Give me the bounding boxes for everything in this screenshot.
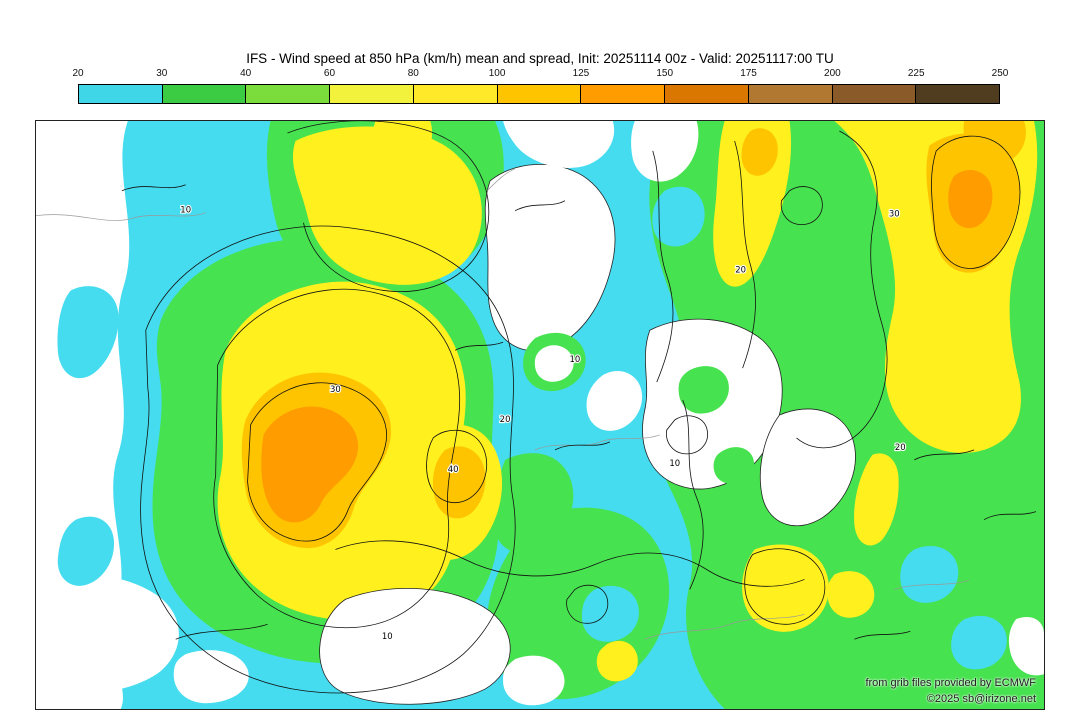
colorbar-tick-label: 100 [488, 68, 506, 79]
contour-layer [121, 121, 1037, 694]
colorbar-segment [413, 85, 498, 103]
contour-label: 20 [735, 264, 746, 274]
colorbar-segment [916, 85, 1000, 103]
orange-layer [241, 121, 1026, 549]
contour-label: 20 [500, 414, 511, 424]
colorbar-bar [78, 84, 1000, 104]
contour-label: 10 [570, 354, 581, 364]
colorbar-tick-label: 30 [156, 68, 168, 79]
contour-labels-layer: 40 30 20 10 10 20 30 10 20 10 [179, 204, 907, 643]
colorbar-tick-label: 40 [240, 68, 252, 79]
contour-label: 10 [180, 205, 191, 215]
contour-label: 40 [448, 464, 459, 474]
coastline-layer [36, 168, 970, 640]
colorbar-ticks: 20 30 40 60 80 100 125 150 175 200 225 250 [72, 68, 1008, 81]
colorbar-tick-label: 80 [407, 68, 419, 79]
contour-label: 10 [382, 631, 393, 641]
chart-title: IFS - Wind speed at 850 hPa (km/h) mean … [246, 51, 834, 66]
contour-label: 30 [889, 209, 900, 219]
colorbar-tick-label: 225 [907, 68, 925, 79]
colorbar-segment [79, 85, 163, 103]
wind-speed-map: 40 30 20 10 10 20 30 10 20 10 [36, 121, 1044, 709]
contour-label: 10 [669, 458, 680, 468]
colorbar-segment [832, 85, 917, 103]
colorbar-tick-label: 20 [72, 68, 84, 79]
colorbar-segment [330, 85, 414, 103]
contour-label: 30 [330, 384, 341, 394]
accent-layer [57, 186, 1007, 670]
colorbar-tick-label: 200 [824, 68, 841, 79]
colorbar-segment [748, 85, 833, 103]
colorbar-segment [581, 85, 666, 103]
contour-label: 20 [895, 442, 906, 452]
colorbar-tick-label: 250 [991, 68, 1009, 79]
colorbar-segment [497, 85, 582, 103]
attribution-source: from grib files provided by ECMWF [865, 677, 1036, 689]
colorbar-segment [665, 85, 749, 103]
attribution-copyright: ©2025 sb@irizone.net [926, 693, 1036, 705]
colorbar-tick-label: 60 [323, 68, 336, 79]
colorbar-segment [162, 85, 247, 103]
colorbar-tick-label: 125 [572, 68, 590, 79]
map-area: 40 30 20 10 10 20 30 10 20 10 from grib files pro… [35, 120, 1045, 710]
colorbar-segment [246, 85, 331, 103]
colorbar-tick-label: 150 [656, 68, 674, 79]
colorbar-tick-label: 175 [740, 68, 757, 79]
